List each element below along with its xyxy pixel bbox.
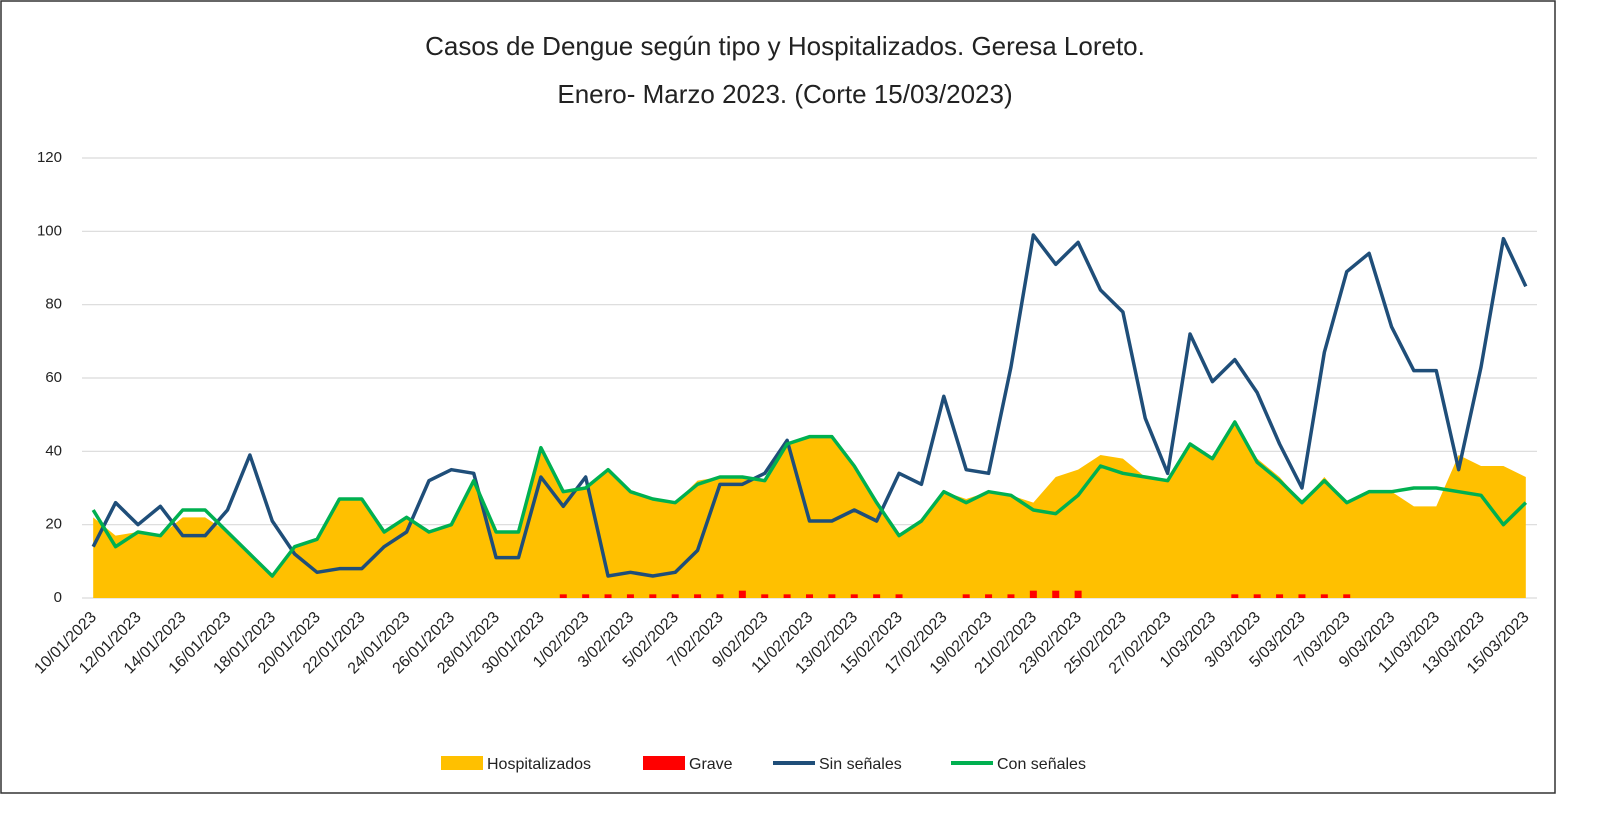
line: [91, 420, 1528, 578]
bar: [828, 594, 836, 598]
bar: [1320, 594, 1328, 598]
y-tick-label: 20: [45, 516, 62, 533]
bar: [761, 594, 769, 598]
chart-subtitle: Enero- Marzo 2023. (Corte 15/03/2023): [557, 79, 1012, 109]
bar: [806, 594, 813, 598]
y-tick-label: 40: [45, 442, 62, 459]
bar: [626, 594, 634, 598]
chart-title: Casos de Dengue según tipo y Hospitaliza…: [425, 31, 1145, 61]
bar: [1007, 594, 1015, 598]
legend-swatch: [643, 756, 685, 770]
y-tick-label: 0: [54, 589, 62, 606]
bar: [962, 594, 970, 598]
bar: [850, 594, 858, 598]
area: [93, 422, 1526, 598]
bar: [895, 594, 903, 598]
bar: [873, 594, 881, 598]
bar: [1231, 594, 1239, 598]
legend-label: Sin señales: [819, 756, 902, 773]
bar: [1276, 594, 1284, 598]
bar: [559, 594, 567, 598]
bar: [985, 594, 993, 598]
bar: [738, 590, 746, 598]
bar: [716, 594, 724, 598]
y-tick-label: 100: [37, 222, 62, 239]
bar: [1029, 590, 1037, 598]
legend-label: Grave: [689, 756, 733, 773]
y-tick-label: 120: [37, 149, 62, 166]
bar: [783, 594, 791, 598]
bar: [582, 594, 590, 598]
bar: [671, 594, 679, 598]
bar: [694, 594, 702, 598]
y-tick-label: 60: [45, 369, 62, 386]
bar: [1298, 594, 1306, 598]
bar: [604, 594, 612, 598]
legend-label: Hospitalizados: [487, 756, 591, 773]
bar: [1052, 590, 1060, 598]
bar: [649, 594, 657, 598]
bar: [1253, 594, 1261, 598]
legend-swatch: [441, 756, 483, 770]
legend-label: Con señales: [997, 756, 1086, 773]
bar: [1074, 590, 1082, 598]
bar: [1343, 594, 1351, 598]
y-tick-label: 80: [45, 296, 62, 313]
chart-border: [0, 0, 1556, 794]
line: [91, 233, 1528, 578]
